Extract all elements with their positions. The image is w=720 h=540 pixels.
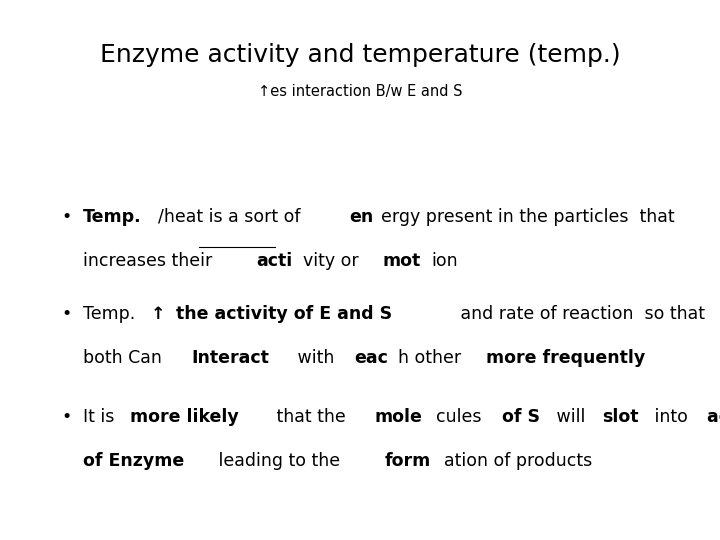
Text: increases their: increases their xyxy=(83,252,217,270)
Text: Interact: Interact xyxy=(192,349,269,367)
Text: •: • xyxy=(61,305,71,323)
Text: ↑es interaction B/w E and S: ↑es interaction B/w E and S xyxy=(258,84,462,99)
Text: into: into xyxy=(649,408,694,426)
Text: the activity of E and S: the activity of E and S xyxy=(176,305,392,323)
Text: vity or: vity or xyxy=(303,252,364,270)
Text: •: • xyxy=(61,408,71,426)
Text: ation of products: ation of products xyxy=(444,452,593,470)
Text: more frequently: more frequently xyxy=(486,349,645,367)
Text: ergy present in the particles  that: ergy present in the particles that xyxy=(381,208,675,226)
Text: of S: of S xyxy=(502,408,540,426)
Text: cules: cules xyxy=(436,408,487,426)
Text: and rate of reaction  so that: and rate of reaction so that xyxy=(455,305,705,323)
Text: It is: It is xyxy=(83,408,120,426)
Text: form: form xyxy=(384,452,431,470)
Text: Temp.: Temp. xyxy=(83,208,141,226)
Text: will: will xyxy=(551,408,590,426)
Text: h other: h other xyxy=(397,349,467,367)
Text: slot: slot xyxy=(603,408,639,426)
Text: mot: mot xyxy=(382,252,420,270)
Text: acti: acti xyxy=(256,252,293,270)
Text: •: • xyxy=(61,208,71,226)
Text: more likely: more likely xyxy=(130,408,239,426)
Text: ion: ion xyxy=(432,252,459,270)
Text: /heat is a sort of: /heat is a sort of xyxy=(158,208,307,226)
Text: with: with xyxy=(292,349,340,367)
Text: that the: that the xyxy=(271,408,351,426)
Text: eac: eac xyxy=(354,349,388,367)
Text: Temp.: Temp. xyxy=(83,305,135,323)
Text: en: en xyxy=(349,208,374,226)
Text: active site: active site xyxy=(706,408,720,426)
Text: mole: mole xyxy=(374,408,422,426)
Text: leading to the: leading to the xyxy=(213,452,346,470)
Text: of Enzyme: of Enzyme xyxy=(83,452,184,470)
Text: both Can: both Can xyxy=(83,349,167,367)
Text: Enzyme activity and temperature (temp.): Enzyme activity and temperature (temp.) xyxy=(99,43,621,67)
Text: ↑: ↑ xyxy=(150,305,165,323)
